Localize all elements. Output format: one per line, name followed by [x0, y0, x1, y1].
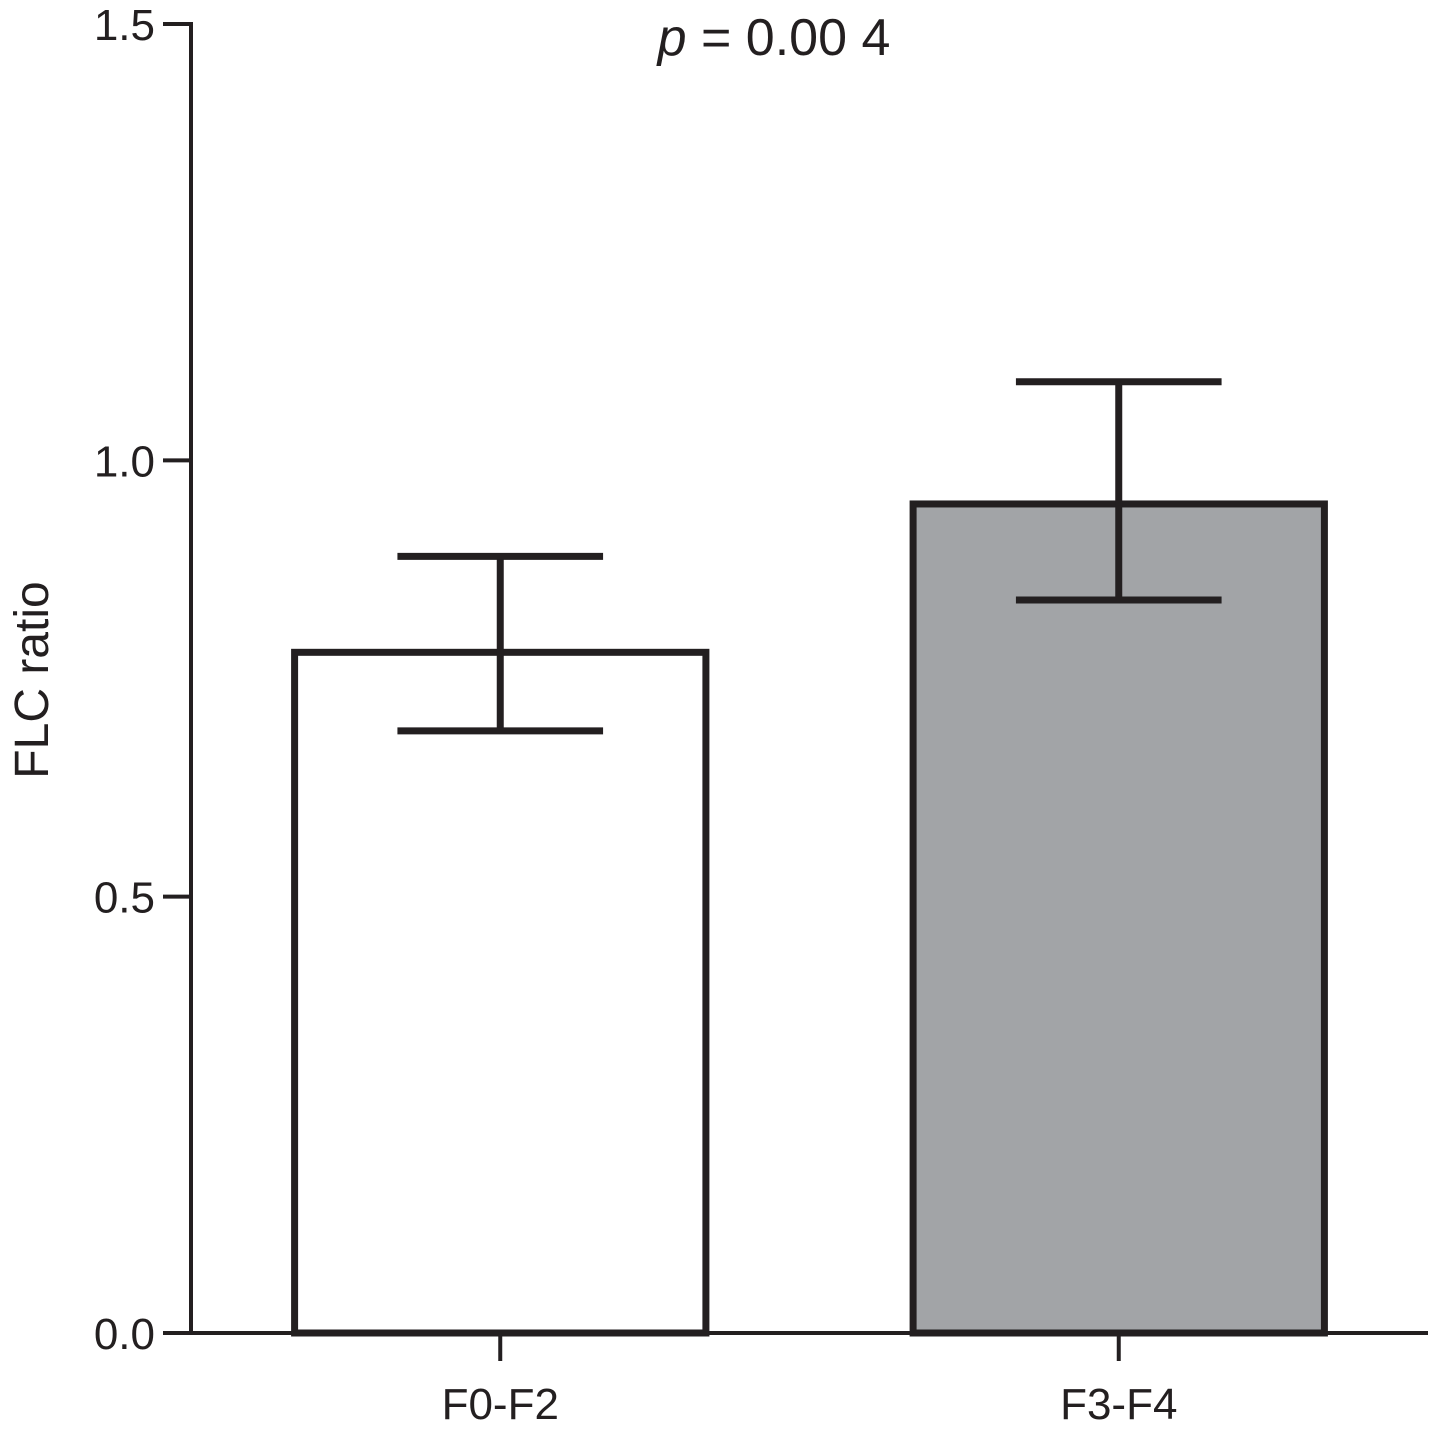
p-value-text: = 0.00 4 [687, 9, 891, 67]
x-tick-label-f0-f2: F0-F2 [442, 1380, 559, 1429]
y-axis-label: FLC ratio [6, 581, 59, 778]
p-value-annotation: p = 0.00 4 [656, 9, 891, 67]
y-tick-label: 1.5 [94, 1, 155, 50]
y-tick-label: 1.0 [94, 437, 155, 486]
y-tick-label: 0.0 [94, 1310, 155, 1359]
y-tick-label: 0.5 [94, 874, 155, 923]
p-value-italic: p [656, 9, 687, 67]
bar-f0-f2 [291, 648, 710, 1337]
x-tick-label-f3-f4: F3-F4 [1060, 1380, 1177, 1429]
bar-f3-f4 [909, 500, 1328, 1337]
